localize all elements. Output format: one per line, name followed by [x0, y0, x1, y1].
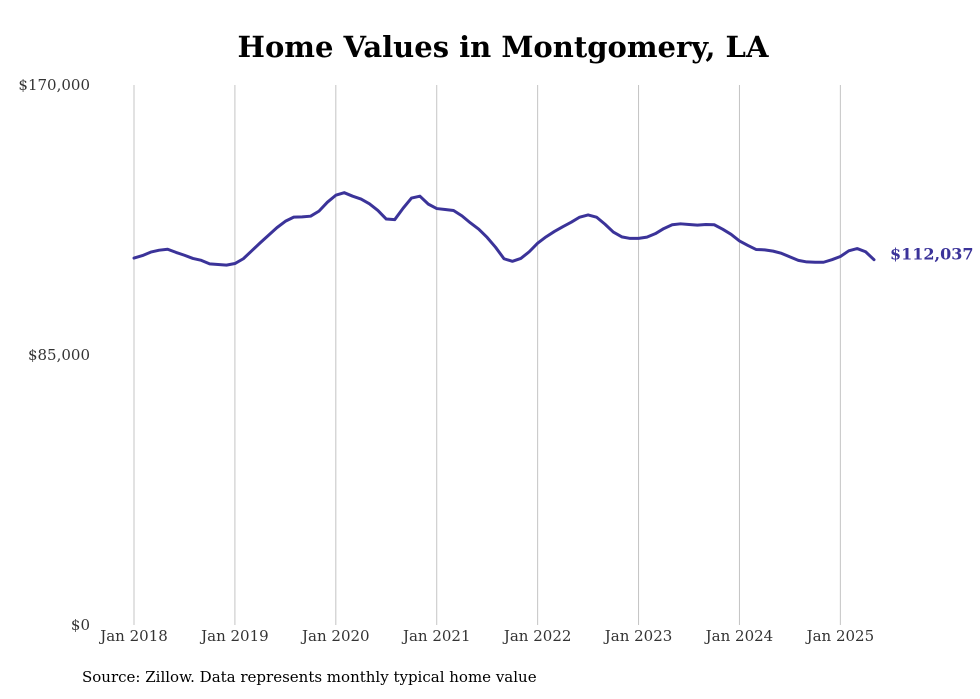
source-note: Source: Zillow. Data represents monthly …: [82, 668, 537, 686]
x-tick-label: Jan 2022: [502, 627, 572, 645]
x-tick-label: Jan 2021: [401, 627, 471, 645]
x-tick-label: Jan 2019: [199, 627, 269, 645]
x-tick-label: Jan 2020: [300, 627, 370, 645]
x-tick-label: Jan 2025: [805, 627, 875, 645]
y-tick-label: $170,000: [18, 76, 90, 94]
y-tick-label: $0: [71, 616, 90, 634]
axis-labels: Jan 2018 Jan 2019 Jan 2020 Jan 2021 Jan 2022…: [18, 76, 874, 645]
chart-title: Home Values in Montgomery, LA: [237, 30, 769, 64]
series-end-label: $112,037: [890, 245, 974, 264]
y-tick-label: $85,000: [28, 346, 90, 364]
x-tick-label: Jan 2023: [603, 627, 673, 645]
gridlines: [133, 85, 841, 625]
x-tick-label: Jan 2024: [704, 627, 774, 645]
series-lines: $112,037: [132, 191, 974, 267]
series-line: [132, 191, 876, 267]
x-tick-label: Jan 2018: [98, 627, 168, 645]
